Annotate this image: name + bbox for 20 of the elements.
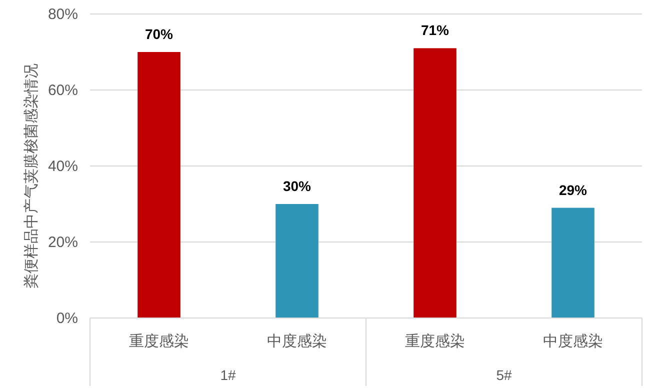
y-tick-label: 40% bbox=[48, 158, 78, 175]
y-tick-label: 80% bbox=[48, 6, 78, 23]
y-tick-label: 20% bbox=[48, 234, 78, 251]
y-tick-label: 0% bbox=[56, 310, 78, 327]
data-label: 30% bbox=[282, 178, 312, 194]
x-tick-label: 中度感染 bbox=[543, 333, 603, 350]
bar bbox=[414, 48, 456, 318]
bar bbox=[552, 208, 594, 318]
bar bbox=[138, 52, 180, 318]
text: 1# bbox=[220, 367, 236, 383]
data-label: 71% bbox=[420, 22, 450, 38]
data-label: 29% bbox=[558, 182, 588, 198]
data-label: 70% bbox=[144, 26, 174, 42]
text: 5# bbox=[496, 367, 512, 383]
y-tick-label: 60% bbox=[48, 82, 78, 99]
bar bbox=[276, 204, 318, 318]
x-tick-label: 重度感染 bbox=[405, 333, 465, 350]
y-axis-title: 粪便样品中产气荚膜梭菌感染情况 bbox=[23, 64, 40, 288]
x-tick-label: 中度感染 bbox=[267, 333, 327, 350]
x-tick-label: 重度感染 bbox=[129, 333, 189, 350]
